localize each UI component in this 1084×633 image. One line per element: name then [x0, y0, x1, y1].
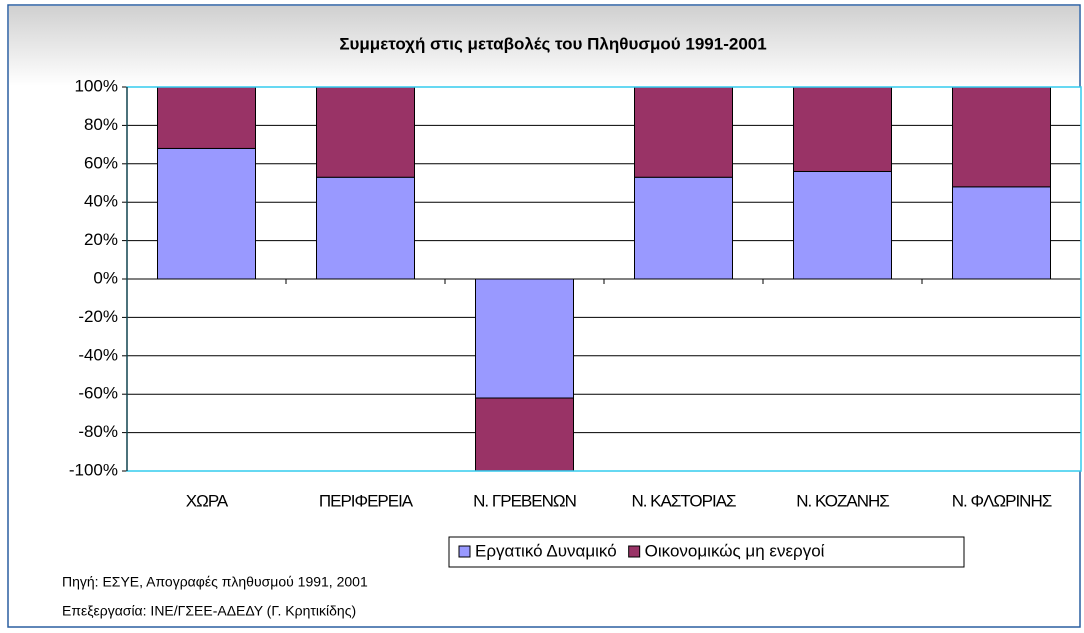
legend — [448, 536, 965, 568]
bar-segment — [634, 86, 733, 178]
bar-segment — [952, 186, 1051, 280]
y-tick-label: 0% — [93, 268, 118, 287]
x-tick-label: Ν. ΚΟΖΑΝΗΣ — [796, 491, 889, 510]
bar-segment — [952, 86, 1051, 188]
legend-swatch — [458, 545, 471, 558]
legend-label: Εργατικό Δυναμικό — [475, 541, 617, 560]
bar-segment — [316, 86, 415, 178]
y-tick-label: 60% — [84, 153, 118, 172]
bar-segment — [475, 397, 574, 472]
legend-label: Οικονομικώς μη ενεργοί — [645, 541, 825, 560]
chart-header — [9, 6, 1079, 86]
y-tick-label: 20% — [84, 230, 118, 249]
y-tick-label: 80% — [84, 115, 118, 134]
y-tick-label: 40% — [84, 192, 118, 211]
bar-segment — [793, 86, 892, 172]
y-tick-label: -80% — [78, 422, 118, 441]
processing-note: Επεξεργασία: ΙΝΕ/ΓΣΕΕ-ΑΔΕΔΥ (Γ. Κρητικίδ… — [62, 603, 356, 619]
bar-segment — [634, 176, 733, 280]
y-tick-label: -20% — [78, 307, 118, 326]
y-tick-label: 100% — [75, 76, 118, 95]
bar-segment — [793, 170, 892, 280]
bar-segment — [475, 278, 574, 399]
bar-segment — [316, 176, 415, 280]
x-tick-label: Ν. ΓΡΕΒΕΝΩΝ — [473, 491, 576, 510]
x-tick-label: ΧΩΡΑ — [186, 491, 229, 510]
bar-segment — [157, 86, 256, 149]
bar-segment — [157, 147, 256, 280]
x-tick-label: Ν. ΦΛΩΡΙΝΗΣ — [952, 491, 1052, 510]
legend-swatch — [628, 545, 641, 558]
y-tick-label: -100% — [69, 460, 118, 479]
y-tick-label: -40% — [78, 345, 118, 364]
source-note: Πηγή: ΕΣΥΕ, Απογραφές πληθυσμού 1991, 20… — [62, 574, 368, 590]
x-tick-label: Ν. ΚΑΣΤΟΡΙΑΣ — [631, 491, 736, 510]
chart-title: Συμμετοχή στις μεταβολές του Πληθυσμού 1… — [339, 34, 766, 53]
x-tick-label: ΠΕΡΙΦΕΡΕΙΑ — [319, 491, 414, 510]
y-tick-label: -60% — [78, 384, 118, 403]
